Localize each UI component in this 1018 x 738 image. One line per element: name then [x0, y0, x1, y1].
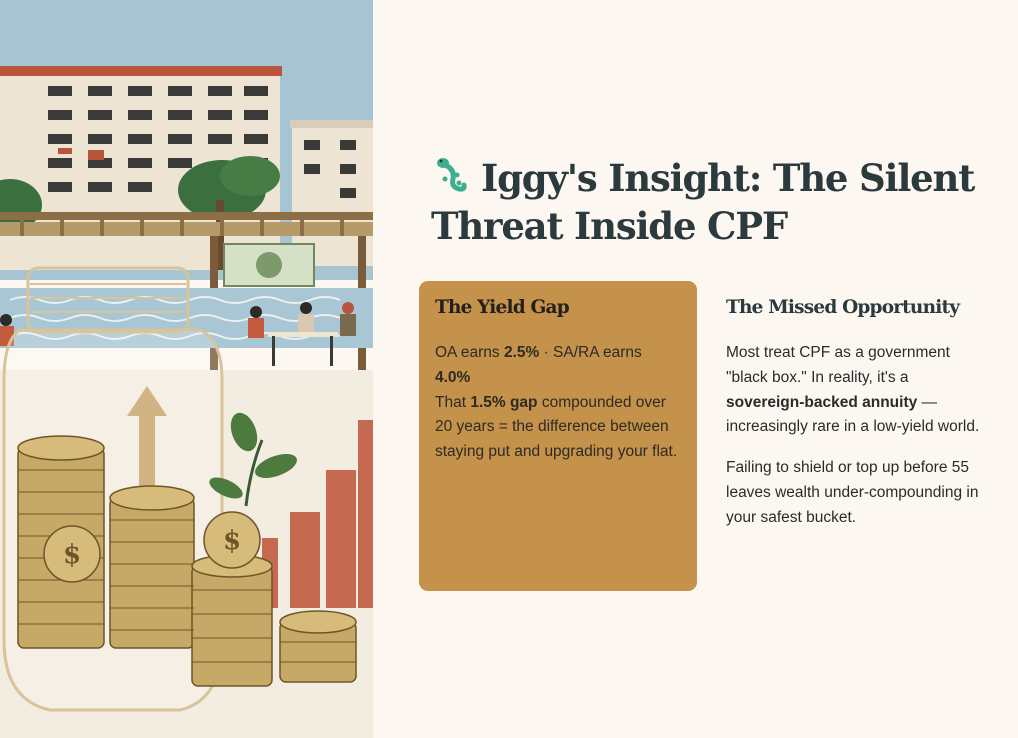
page-title: Iggy's Insight: The Silent Threat Inside…: [431, 154, 991, 250]
para-1-end: — increasingly rare in a low-yield world…: [726, 393, 980, 436]
gap-value: 1.5% gap: [470, 393, 538, 411]
sa-ra-rate-value: 4.0%: [435, 368, 471, 386]
yield-gap-heading: The Yield Gap: [435, 297, 570, 318]
title-row: Iggy's Insight: The Silent Threat Inside…: [431, 154, 991, 250]
savings-jar-illustration: $ $: [0, 0, 373, 738]
gecko-icon: [431, 155, 473, 195]
oa-rate-value: 2.5%: [503, 344, 540, 361]
missed-opportunity-para-1: Most treat CPF as a government "black bo…: [726, 341, 991, 440]
missed-opportunity-heading: The Missed Opportunity: [726, 297, 960, 318]
sa-ra-rate-label: · SA/RA earns: [539, 344, 642, 361]
svg-text:$: $: [223, 526, 241, 556]
gap-intro: That: [435, 393, 471, 411]
insight-content: Iggy's Insight: The Silent Threat Inside…: [373, 0, 1018, 738]
gap-explanation: compounded over 20 years = the differenc…: [435, 393, 678, 461]
para-1-intro: Most treat CPF as a government "black bo…: [726, 344, 950, 386]
oa-rate-label: OA earns: [435, 344, 504, 361]
missed-opportunity-section: The Missed Opportunity Most treat CPF as…: [726, 295, 991, 531]
svg-text:$: $: [63, 540, 81, 570]
page-title-text: Iggy's Insight: The Silent Threat Inside…: [431, 156, 975, 248]
missed-opportunity-para-2: Failing to shield or top up before 55 le…: [726, 459, 979, 526]
savings-illustration: $ $: [0, 0, 373, 738]
annuity-highlight: sovereign-backed annuity: [726, 393, 918, 411]
yield-gap-body: OA earns 2.5% · SA/RA earns 4.0% That 1.5…: [435, 341, 681, 465]
yield-gap-card: The Yield Gap OA earns 2.5% · SA/RA earn…: [419, 281, 697, 591]
